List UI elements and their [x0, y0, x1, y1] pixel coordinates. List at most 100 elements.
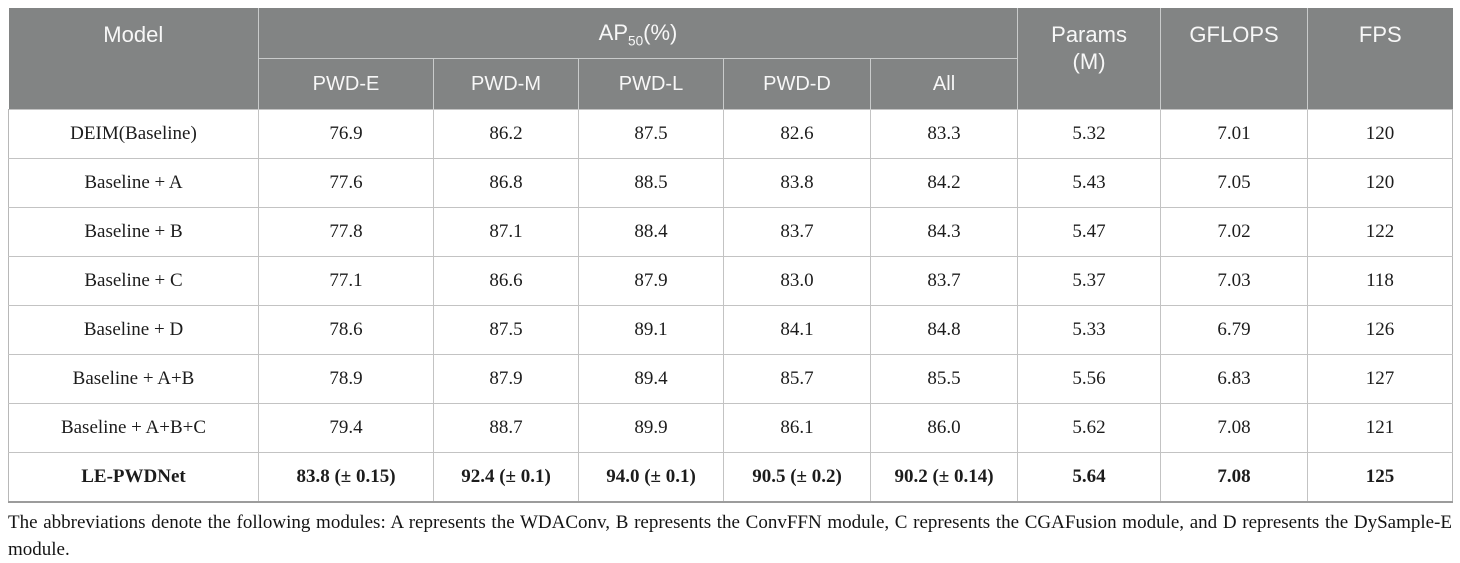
table-cell: 83.3: [869, 109, 1019, 159]
table-cell: 88.7: [433, 403, 579, 453]
params-line1: Params: [1051, 22, 1127, 47]
table-cell: 87.5: [433, 305, 579, 355]
table-cell: 120: [1307, 158, 1454, 208]
table-row: DEIM(Baseline) 76.9 86.2 87.5 82.6 83.3 5.32 7…: [8, 109, 1454, 159]
table-cell: 76.9: [258, 109, 434, 159]
table-cell: 90.5 (± 0.2): [723, 452, 871, 503]
table-cell: 83.7: [869, 256, 1019, 306]
table-cell: 7.02: [1160, 207, 1309, 257]
table-cell: 87.1: [433, 207, 579, 257]
table-row: Baseline + B 77.8 87.1 88.4 83.7 84.3 5.47 7.0…: [8, 207, 1454, 257]
column-header-pwd-e: PWD-E: [258, 58, 434, 110]
table-cell: 78.6: [258, 305, 434, 355]
table-cell: 121: [1307, 403, 1454, 453]
table-cell: 127: [1307, 354, 1454, 404]
table-cell: 77.8: [258, 207, 434, 257]
table-cell: 89.4: [578, 354, 724, 404]
table-row: Baseline + C 77.1 86.6 87.9 83.0 83.7 5.37 7.0…: [8, 256, 1454, 306]
table-body: DEIM(Baseline) 76.9 86.2 87.5 82.6 83.3 5.32 7…: [8, 109, 1454, 503]
table-cell: 6.79: [1160, 305, 1309, 355]
table-cell: 85.7: [723, 354, 871, 404]
table-cell: 86.8: [433, 158, 579, 208]
table-header: Model AP50(%) Params (M) GFLOPS FPS PWD-…: [8, 8, 1453, 110]
column-header-gflops: GFLOPS: [1160, 8, 1308, 110]
table-cell: 84.8: [869, 305, 1019, 355]
column-header-ap50: AP50(%): [257, 8, 1018, 59]
table-row: LE-PWDNet 83.8 (± 0.15) 92.4 (± 0.1) 94.0 …: [8, 452, 1454, 503]
table-cell: 77.6: [258, 158, 434, 208]
table-cell: 86.1: [723, 403, 871, 453]
row-model-label: Baseline + C: [8, 256, 259, 306]
row-model-label: Baseline + D: [8, 305, 259, 355]
column-header-pwd-m: PWD-M: [433, 58, 579, 110]
table-cell: 89.1: [578, 305, 724, 355]
table-cell: 84.3: [869, 207, 1019, 257]
table-cell: 6.83: [1160, 354, 1309, 404]
table-cell: 5.56: [1017, 354, 1162, 404]
table-cell: 7.05: [1160, 158, 1309, 208]
table-cell: 118: [1307, 256, 1454, 306]
column-header-pwd-l: PWD-L: [578, 58, 724, 110]
table-row: Baseline + A+B 78.9 87.9 89.4 85.7 85.5 5.56 6…: [8, 354, 1454, 404]
table-cell: 5.62: [1017, 403, 1162, 453]
table-cell: 125: [1307, 452, 1454, 503]
table-cell: 5.37: [1017, 256, 1162, 306]
table-cell: 82.6: [723, 109, 871, 159]
table-cell: 78.9: [258, 354, 434, 404]
table-cell: 90.2 (± 0.14): [869, 452, 1019, 503]
params-line2: (M): [1072, 49, 1106, 74]
table-cell: 84.2: [869, 158, 1019, 208]
header-row-sub: PWD-E PWD-M PWD-L PWD-D All: [9, 58, 1453, 110]
table-cell: 122: [1307, 207, 1454, 257]
table-cell: 7.01: [1160, 109, 1309, 159]
table-cell: 86.6: [433, 256, 579, 306]
row-model-label: Baseline + A: [8, 158, 259, 208]
table-row: Baseline + A+B+C 79.4 88.7 89.9 86.1 86.0 5.6…: [8, 403, 1454, 453]
table-cell: 88.5: [578, 158, 724, 208]
row-model-label: LE-PWDNet: [8, 452, 259, 503]
table-cell: 84.1: [723, 305, 871, 355]
row-model-label: DEIM(Baseline): [8, 109, 259, 159]
column-header-all: All: [869, 58, 1018, 110]
table-cell: 79.4: [258, 403, 434, 453]
table-cell: 85.5: [869, 354, 1019, 404]
table-cell: 83.8 (± 0.15): [258, 452, 434, 503]
table-cell: 5.43: [1017, 158, 1162, 208]
column-header-fps: FPS: [1307, 8, 1453, 110]
row-model-label: Baseline + B: [8, 207, 259, 257]
table-cell: 5.47: [1017, 207, 1162, 257]
column-header-params: Params (M): [1017, 8, 1161, 110]
ap50-base: AP: [598, 20, 629, 45]
table-row: Baseline + D 78.6 87.5 89.1 84.1 84.8 5.33 6.7…: [8, 305, 1454, 355]
row-model-label: Baseline + A+B+C: [8, 403, 259, 453]
table-cell: 5.64: [1017, 452, 1162, 503]
column-header-model: Model: [8, 8, 259, 110]
table-cell: 89.9: [578, 403, 724, 453]
table-cell: 83.0: [723, 256, 871, 306]
table-cell: 126: [1307, 305, 1454, 355]
table-cell: 94.0 (± 0.1): [578, 452, 724, 503]
column-header-pwd-d: PWD-D: [723, 58, 871, 110]
row-model-label: Baseline + A+B: [8, 354, 259, 404]
ablation-table: Model AP50(%) Params (M) GFLOPS FPS PWD-…: [8, 8, 1454, 503]
table-cell: 86.2: [433, 109, 579, 159]
ap50-subscript: 50: [628, 33, 644, 49]
table-cell: 86.0: [869, 403, 1019, 453]
header-row-top: Model AP50(%) Params (M) GFLOPS FPS: [8, 8, 1453, 110]
table-cell: 92.4 (± 0.1): [433, 452, 579, 503]
table-cell: 5.33: [1017, 305, 1162, 355]
table-cell: 7.08: [1160, 452, 1309, 503]
table-cell: 83.8: [723, 158, 871, 208]
table-cell: 120: [1307, 109, 1454, 159]
table-cell: 87.5: [578, 109, 724, 159]
ap50-suffix: (%): [643, 20, 678, 45]
table-cell: 87.9: [578, 256, 724, 306]
table-row: Baseline + A 77.6 86.8 88.5 83.8 84.2 5.43 7.0…: [8, 158, 1454, 208]
table-cell: 7.03: [1160, 256, 1309, 306]
table-cell: 7.08: [1160, 403, 1309, 453]
table-cell: 5.32: [1017, 109, 1162, 159]
table-cell: 83.7: [723, 207, 871, 257]
table-cell: 87.9: [433, 354, 579, 404]
table-cell: 77.1: [258, 256, 434, 306]
